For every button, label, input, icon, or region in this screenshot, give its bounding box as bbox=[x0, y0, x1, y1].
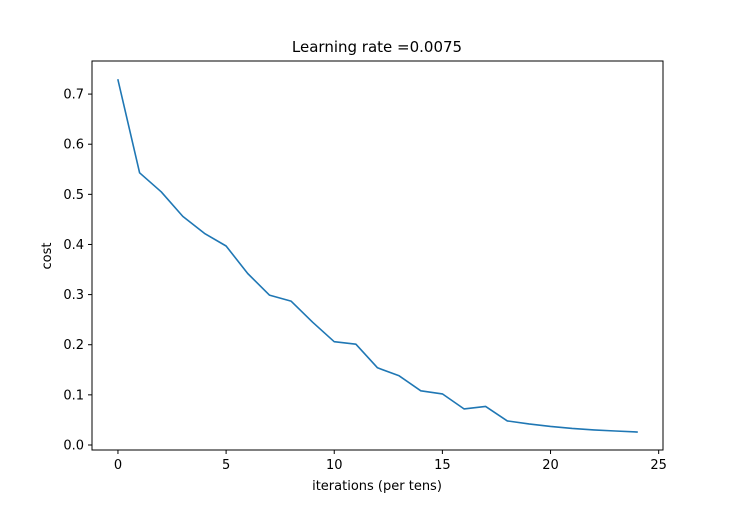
x-tick-label: 0 bbox=[114, 458, 122, 473]
y-axis: 0.0 0.1 0.2 0.3 0.4 0.5 0.6 0.7 bbox=[63, 88, 92, 453]
x-tick-label: 5 bbox=[222, 458, 230, 473]
y-tick-label: 0.5 bbox=[63, 188, 84, 203]
series-line bbox=[117, 79, 638, 433]
x-tick-label: 15 bbox=[434, 458, 451, 473]
y-tick-label: 0.2 bbox=[63, 338, 84, 353]
x-tick-label: 20 bbox=[542, 458, 559, 473]
x-tick-label: 25 bbox=[650, 458, 667, 473]
chart-title: Learning rate =0.0075 bbox=[292, 38, 462, 56]
y-axis-label: cost bbox=[40, 243, 55, 270]
x-axis: 0 5 10 15 20 25 bbox=[114, 450, 667, 473]
plot-frame bbox=[91, 60, 664, 451]
y-tick-label: 0.6 bbox=[63, 138, 84, 153]
x-axis-label: iterations (per tens) bbox=[312, 479, 442, 494]
x-tick-label: 10 bbox=[326, 458, 343, 473]
y-tick-label: 0.4 bbox=[63, 238, 84, 253]
y-tick-label: 0.0 bbox=[63, 438, 84, 453]
y-tick-label: 0.1 bbox=[63, 388, 84, 403]
y-tick-label: 0.7 bbox=[63, 88, 84, 103]
y-tick-label: 0.3 bbox=[63, 288, 84, 303]
